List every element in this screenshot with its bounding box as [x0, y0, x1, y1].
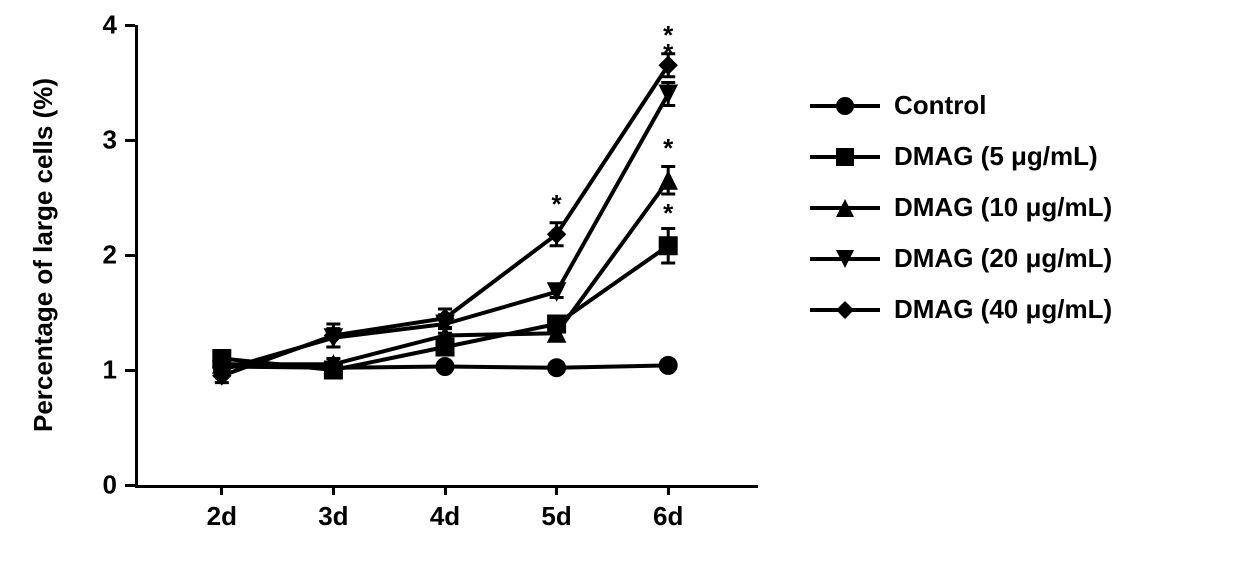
x-tick-label: 6d — [653, 501, 683, 532]
marker — [659, 171, 677, 189]
legend-label: DMAG (40 μg/mL) — [894, 294, 1112, 325]
chart-svg — [135, 25, 755, 485]
plot-area — [135, 25, 755, 485]
significance-marker: * — [552, 191, 562, 217]
marker — [659, 356, 677, 374]
y-tick-label: 1 — [0, 355, 117, 386]
circle-icon — [836, 97, 854, 115]
legend-item: DMAG (5 μg/mL) — [810, 141, 1112, 172]
y-tick-label: 4 — [0, 10, 117, 41]
marker — [659, 85, 677, 103]
x-tick — [332, 485, 335, 495]
marker — [659, 237, 677, 255]
figure: Percentage of large cells (%) ControlDMA… — [0, 0, 1240, 572]
y-axis-line — [135, 25, 138, 488]
legend-label: DMAG (10 μg/mL) — [894, 192, 1112, 223]
y-tick — [125, 24, 135, 27]
legend: Control DMAG (5 μg/mL) DMAG (10 μg/mL) DMAG… — [810, 90, 1112, 345]
significance-marker: * — [663, 135, 673, 161]
legend-label: Control — [894, 90, 986, 121]
legend-swatch — [810, 298, 880, 322]
y-tick — [125, 139, 135, 142]
diamond-icon — [836, 301, 854, 319]
triangle-down-icon — [836, 250, 854, 268]
marker — [436, 358, 454, 376]
x-tick — [555, 485, 558, 495]
significance-marker: * — [663, 22, 673, 48]
legend-item: DMAG (40 μg/mL) — [810, 294, 1112, 325]
x-tick — [444, 485, 447, 495]
x-tick-label: 3d — [318, 501, 348, 532]
x-axis-line — [135, 485, 758, 488]
y-tick — [125, 369, 135, 372]
x-tick — [220, 485, 223, 495]
y-tick-label: 0 — [0, 470, 117, 501]
legend-label: DMAG (5 μg/mL) — [894, 141, 1098, 172]
series-dmag-20-g-ml- — [213, 83, 677, 380]
legend-item: Control — [810, 90, 1112, 121]
legend-swatch — [810, 247, 880, 271]
x-tick-label: 5d — [541, 501, 571, 532]
series-dmag-5-g-ml- — [213, 229, 677, 379]
y-tick — [125, 484, 135, 487]
x-tick-label: 4d — [430, 501, 460, 532]
x-tick — [667, 485, 670, 495]
marker — [548, 359, 566, 377]
legend-swatch — [810, 145, 880, 169]
legend-label: DMAG (20 μg/mL) — [894, 243, 1112, 274]
legend-swatch — [810, 196, 880, 220]
square-icon — [836, 148, 854, 166]
significance-marker: * — [663, 200, 673, 226]
y-tick-label: 2 — [0, 240, 117, 271]
x-tick-label: 2d — [207, 501, 237, 532]
triangle-up-icon — [836, 199, 854, 217]
y-tick-label: 3 — [0, 125, 117, 156]
y-tick — [125, 254, 135, 257]
legend-item: DMAG (20 μg/mL) — [810, 243, 1112, 274]
legend-swatch — [810, 94, 880, 118]
legend-item: DMAG (10 μg/mL) — [810, 192, 1112, 223]
